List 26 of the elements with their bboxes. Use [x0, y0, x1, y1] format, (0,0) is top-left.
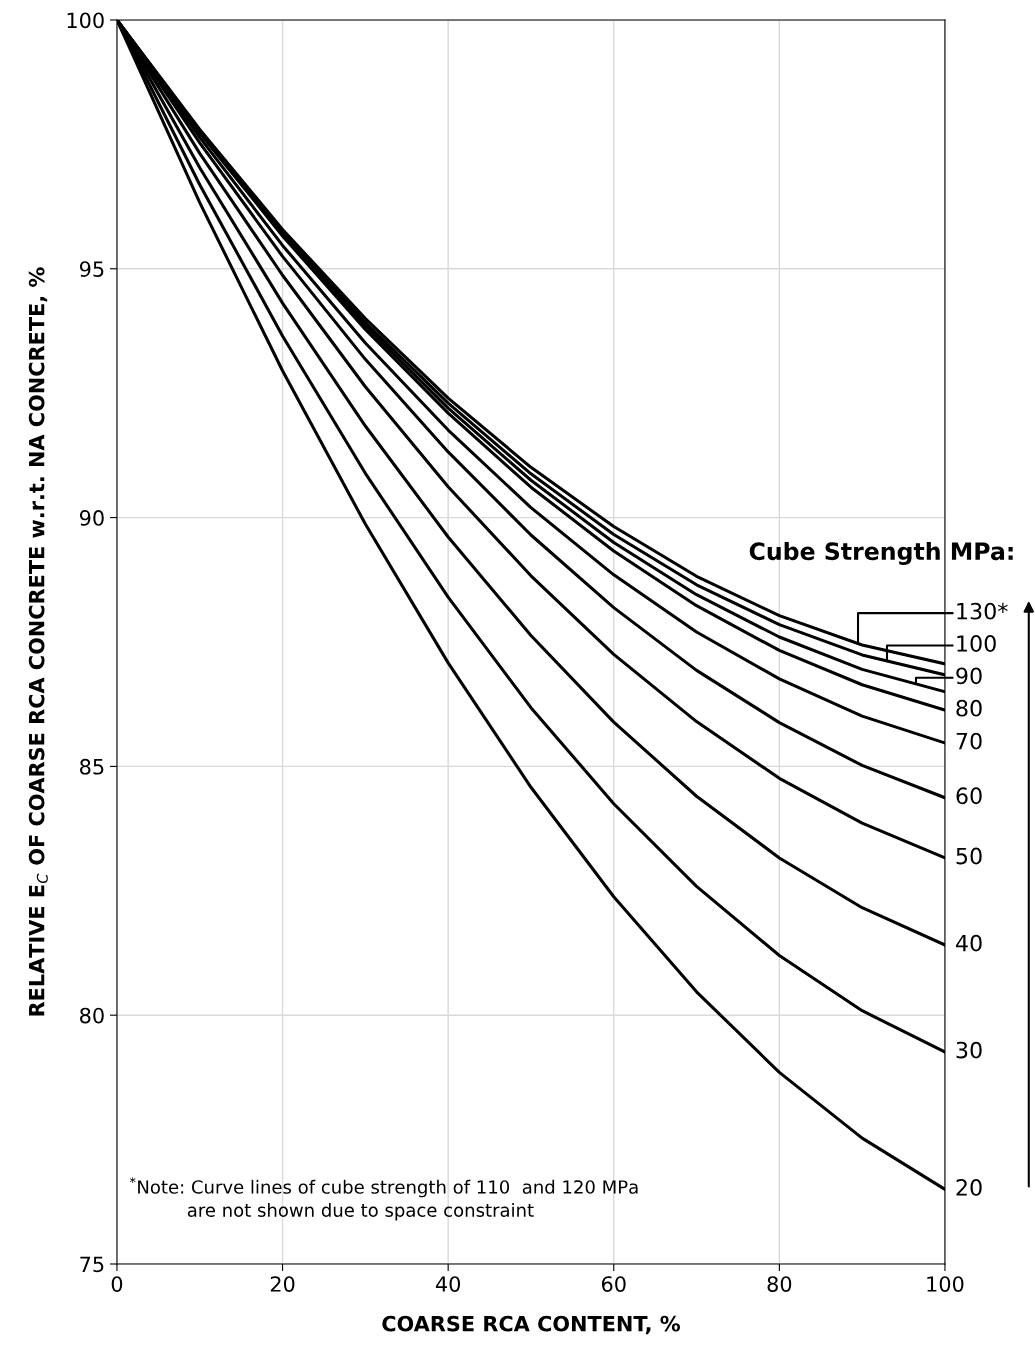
- legend-title: Cube Strength MPa:: [749, 541, 1013, 565]
- x-tick-label: 0: [111, 1276, 123, 1292]
- x-tick-label: 80: [767, 1276, 792, 1292]
- x-tick-label: 60: [601, 1276, 626, 1292]
- series-label: 60: [956, 787, 982, 805]
- x-tick-label: 20: [270, 1276, 295, 1292]
- x-axis-title: COARSE RCA CONTENT, %: [382, 1315, 680, 1335]
- legend-label: 100: [957, 635, 996, 652]
- series-label: 80: [956, 699, 982, 717]
- x-tick-label: 40: [435, 1276, 461, 1292]
- y-axis-title: RELATIVE E$_{C}$ OF COARSE RCA CONCRETE w.r.t. NA CONCRETE, %: [28, 267, 48, 1016]
- series-label: 40: [955, 934, 982, 952]
- y-tick-label: 85: [80, 758, 104, 775]
- series-label: 30: [956, 1041, 982, 1059]
- y-tick-label: 80: [80, 1007, 104, 1024]
- annotation: $^{*}$Note: Curve lines of cube strength of 110 and 120 MPa are not shown due to space constraint: [129, 1177, 638, 1221]
- series-label: 50: [956, 847, 982, 865]
- text: 130*: [957, 602, 1008, 620]
- legend-label: 90: [956, 667, 982, 685]
- series-label: 20: [956, 1178, 982, 1196]
- y-tick-label: 100: [67, 12, 104, 29]
- y-tick-label: 95: [79, 261, 104, 277]
- series-label: 70: [956, 732, 982, 750]
- y-tick-label: 90: [79, 510, 104, 526]
- y-tick-label: 75: [80, 1256, 104, 1273]
- x-tick-label: 100: [927, 1276, 964, 1292]
